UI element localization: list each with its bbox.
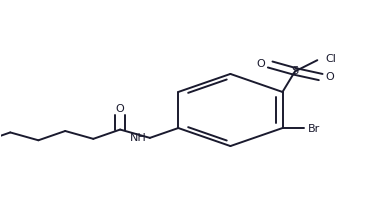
Text: O: O (257, 59, 265, 70)
Text: Br: Br (308, 124, 320, 134)
Text: NH: NH (130, 133, 146, 143)
Text: O: O (325, 72, 334, 82)
Text: S: S (291, 66, 299, 76)
Text: O: O (116, 104, 124, 114)
Text: Cl: Cl (325, 54, 336, 64)
